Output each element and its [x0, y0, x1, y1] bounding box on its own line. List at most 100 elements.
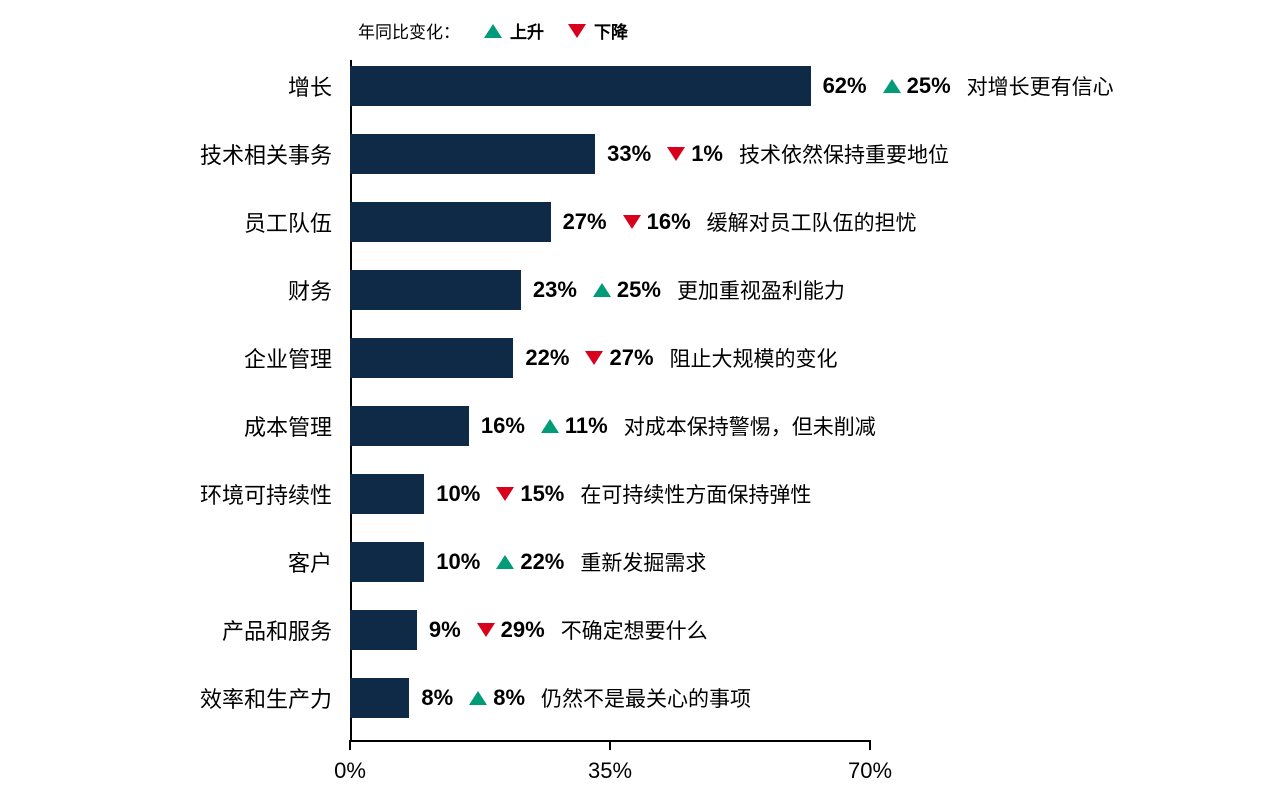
bar: [350, 134, 595, 174]
bar-row: 员工队伍27%16%缓解对员工队伍的担忧: [350, 202, 870, 242]
value-label: 10%: [436, 481, 480, 507]
value-label: 27%: [563, 209, 607, 235]
bar-row: 企业管理22%27%阻止大规模的变化: [350, 338, 870, 378]
row-description: 仍然不是最关心的事项: [541, 683, 751, 713]
bar: [350, 678, 409, 718]
row-description: 对增长更有信心: [967, 71, 1114, 101]
bar-row: 技术相关事务33%1%技术依然保持重要地位: [350, 134, 870, 174]
delta-indicator: 16%: [623, 209, 691, 235]
x-tick-label: 70%: [848, 758, 892, 784]
category-label: 企业管理: [244, 342, 350, 374]
delta-indicator: 11%: [541, 413, 608, 439]
delta-indicator: 1%: [667, 141, 723, 167]
value-label: 9%: [429, 617, 461, 643]
triangle-down-icon: [623, 215, 641, 229]
triangle-up-icon: [541, 419, 559, 433]
value-label: 22%: [525, 345, 569, 371]
delta-label: 27%: [609, 345, 653, 371]
delta-indicator: 15%: [496, 481, 564, 507]
triangle-up-icon: [496, 555, 514, 569]
x-tick-mark: [869, 740, 871, 750]
category-label: 增长: [288, 70, 350, 102]
triangle-up-icon: [883, 79, 901, 93]
row-description: 对成本保持警惕，但未削减: [624, 411, 876, 441]
triangle-down-icon: [496, 487, 514, 501]
bar: [350, 202, 551, 242]
priorities-bar-chart: 年同比变化： 上升 下降 增长62%25%对增长更有信心技术相关事务 33% 1% 技…: [0, 0, 1280, 796]
x-tick-label: 35%: [588, 758, 632, 784]
triangle-up-icon: [469, 691, 487, 705]
category-label: 财务: [288, 274, 350, 306]
delta-indicator: 25%: [593, 277, 661, 303]
row-description: 重新发掘需求: [580, 547, 706, 577]
bar-row: 成本管理16%11%对成本保持警惕，但未削减: [350, 406, 870, 446]
category-label: 成本管理: [244, 410, 350, 442]
row-annotations: 27% 16% 缓解对员工队伍的担忧: [563, 202, 917, 242]
triangle-down-icon: [477, 623, 495, 637]
triangle-down-icon: [667, 147, 685, 161]
bar: [350, 542, 424, 582]
triangle-up-icon: [484, 24, 502, 38]
triangle-down-icon: [568, 24, 586, 38]
category-label: 员工队伍: [244, 206, 350, 238]
row-description: 技术依然保持重要地位: [739, 139, 949, 169]
delta-label: 11%: [565, 413, 608, 439]
bar-row: 产品和服务9%29%不确定想要什么: [350, 610, 870, 650]
bar: [350, 338, 513, 378]
delta-indicator: 25%: [883, 73, 951, 99]
bar: [350, 66, 811, 106]
row-description: 不确定想要什么: [561, 615, 708, 645]
bar: [350, 610, 417, 650]
category-label: 环境可持续性: [200, 478, 350, 510]
bar-row: 效率和生产力8%8%仍然不是最关心的事项: [350, 678, 870, 718]
legend-down-label: 下降: [594, 18, 628, 43]
category-label: 产品和服务: [222, 614, 350, 646]
delta-label: 25%: [617, 277, 661, 303]
bar: [350, 474, 424, 514]
row-description: 阻止大规模的变化: [670, 343, 838, 373]
row-annotations: 10% 15% 在可持续性方面保持弹性: [436, 474, 811, 514]
delta-label: 25%: [907, 73, 951, 99]
row-annotations: 23% 25% 更加重视盈利能力: [533, 270, 845, 310]
delta-indicator: 27%: [585, 345, 653, 371]
row-annotations: 16%11%对成本保持警惕，但未削减: [481, 406, 876, 446]
bar-row: 客户10%22%重新发掘需求: [350, 542, 870, 582]
category-label: 技术相关事务: [200, 138, 350, 170]
row-description: 在可持续性方面保持弹性: [580, 479, 811, 509]
delta-label: 16%: [647, 209, 691, 235]
delta-indicator: 29%: [477, 617, 545, 643]
plot-area: 增长62%25%对增长更有信心技术相关事务33%1%技术依然保持重要地位员工队伍…: [350, 60, 870, 800]
row-annotations: 62%25%对增长更有信心: [823, 66, 1114, 106]
value-label: 23%: [533, 277, 577, 303]
category-label: 效率和生产力: [200, 682, 350, 714]
delta-label: 29%: [501, 617, 545, 643]
x-tick-mark: [349, 740, 351, 750]
value-label: 10%: [436, 549, 480, 575]
value-label: 8%: [421, 685, 453, 711]
bar-row: 增长62%25%对增长更有信心: [350, 66, 870, 106]
bar: [350, 270, 521, 310]
legend-title: 年同比变化：: [358, 18, 460, 43]
legend-up: 上升: [484, 18, 544, 43]
row-annotations: 33% 1% 技术依然保持重要地位: [607, 134, 949, 174]
legend-down: 下降: [568, 18, 628, 43]
row-annotations: 9% 29% 不确定想要什么: [429, 610, 708, 650]
triangle-up-icon: [593, 283, 611, 297]
bar: [350, 406, 469, 446]
triangle-down-icon: [585, 351, 603, 365]
row-description: 缓解对员工队伍的担忧: [707, 207, 917, 237]
x-tick-mark: [609, 740, 611, 750]
chart-legend: 年同比变化： 上升 下降: [358, 18, 628, 43]
delta-label: 8%: [493, 685, 525, 711]
row-annotations: 10% 22% 重新发掘需求: [436, 542, 706, 582]
delta-label: 15%: [520, 481, 564, 507]
bar-row: 环境可持续性10%15%在可持续性方面保持弹性: [350, 474, 870, 514]
delta-indicator: 8%: [469, 685, 525, 711]
row-annotations: 22% 27% 阻止大规模的变化: [525, 338, 837, 378]
delta-label: 22%: [520, 549, 564, 575]
value-label: 33%: [607, 141, 651, 167]
legend-up-label: 上升: [510, 18, 544, 43]
row-description: 更加重视盈利能力: [677, 275, 845, 305]
x-tick-label: 0%: [334, 758, 366, 784]
category-label: 客户: [288, 546, 350, 578]
